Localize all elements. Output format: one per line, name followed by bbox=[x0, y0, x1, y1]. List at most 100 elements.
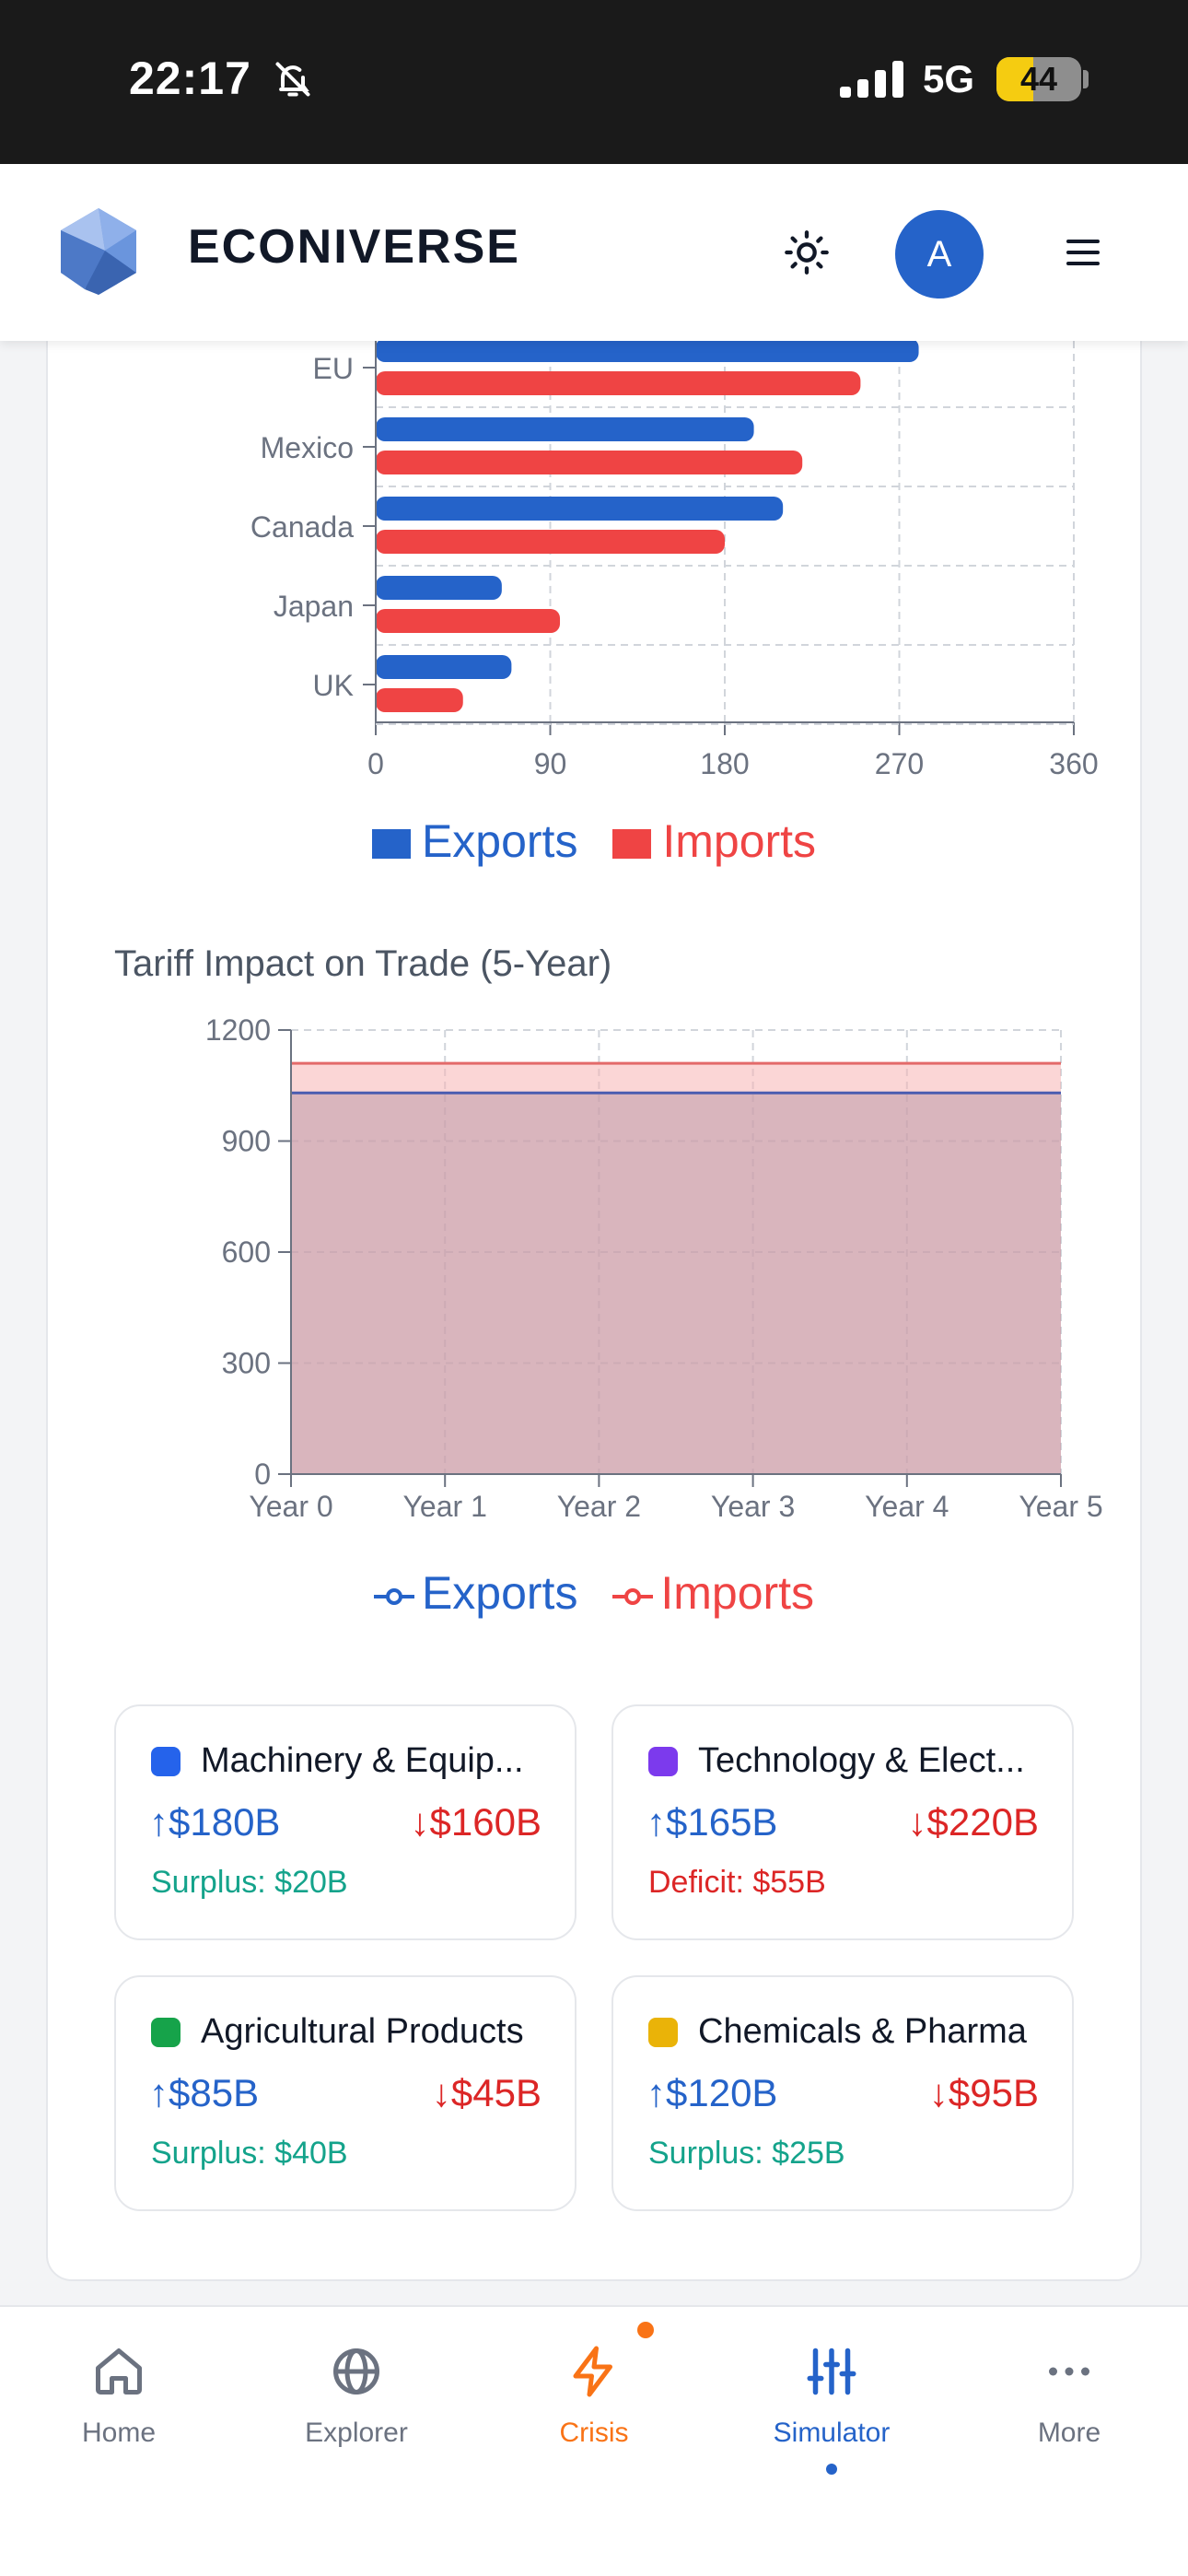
menu-icon[interactable] bbox=[1065, 236, 1101, 269]
bar-imports bbox=[376, 688, 463, 712]
sector-balance: Surplus: $40B bbox=[151, 2136, 348, 2171]
legend2-imports[interactable]: Imports bbox=[612, 1566, 814, 1620]
line-marker-exports-icon bbox=[373, 1587, 414, 1605]
y-tick-label: 1200 bbox=[205, 1013, 271, 1047]
trade-partners-legend: Exports Imports bbox=[0, 811, 1188, 868]
legend-imports-label: Imports bbox=[662, 814, 817, 867]
sector-imports: ↓$45B bbox=[431, 2071, 542, 2114]
sliders-icon bbox=[807, 2348, 856, 2395]
nav-home[interactable]: Home bbox=[0, 2344, 238, 2449]
x-tick-label: Year 2 bbox=[557, 1490, 641, 1523]
logo-icon[interactable] bbox=[57, 206, 140, 297]
battery-level: 44 bbox=[1019, 60, 1058, 98]
sector-exports: ↑$180B bbox=[149, 1800, 281, 1844]
nav-crisis-label: Crisis bbox=[559, 2418, 629, 2448]
tariff-legend: Exports Imports bbox=[0, 1563, 1188, 1620]
avatar[interactable]: A bbox=[895, 210, 984, 299]
nav-more-label: More bbox=[1037, 2418, 1101, 2448]
sector-name: Technology & Elect... bbox=[698, 1741, 1025, 1780]
nav-explorer-label: Explorer bbox=[305, 2418, 408, 2448]
y-tick-label: UK bbox=[313, 669, 354, 702]
more-icon bbox=[1049, 2367, 1089, 2376]
y-tick-label: Japan bbox=[274, 590, 354, 623]
sector-name: Machinery & Equip... bbox=[201, 1741, 524, 1780]
legend2-imports-label: Imports bbox=[660, 1566, 815, 1619]
sector-name: Chemicals & Pharma bbox=[698, 2012, 1027, 2051]
legend-imports[interactable]: Imports bbox=[612, 814, 816, 868]
sector-color-dot bbox=[151, 2018, 181, 2047]
status-time: 22:17 bbox=[129, 53, 251, 104]
sector-balance: Deficit: $55B bbox=[648, 1865, 826, 1900]
legend-exports-swatch bbox=[371, 828, 411, 859]
x-tick-label: Year 1 bbox=[403, 1490, 487, 1523]
brand-name: ECONIVERSE bbox=[188, 220, 520, 274]
globe-icon bbox=[333, 2348, 379, 2395]
x-tick-label: 360 bbox=[1049, 747, 1098, 780]
y-tick-label: EU bbox=[313, 352, 354, 385]
bar-exports bbox=[376, 576, 502, 600]
sector-card-machinery[interactable]: Machinery & Equip... ↑$180B ↓$160B Surpl… bbox=[114, 1704, 577, 1940]
sector-imports: ↓$160B bbox=[410, 1800, 542, 1844]
sector-imports: ↓$95B bbox=[928, 2071, 1039, 2114]
y-tick-label: 900 bbox=[222, 1125, 271, 1158]
bar-imports bbox=[376, 609, 561, 633]
bar-imports bbox=[376, 451, 803, 474]
legend2-exports[interactable]: Exports bbox=[373, 1566, 578, 1620]
network-type: 5G bbox=[923, 57, 975, 100]
signal-icon bbox=[840, 61, 903, 98]
battery-icon: 44 bbox=[996, 57, 1081, 101]
sector-card-agricultural[interactable]: Agricultural Products ↑$85B ↓$45B Surplu… bbox=[114, 1975, 577, 2211]
bar-imports bbox=[376, 530, 725, 554]
sun-icon[interactable] bbox=[783, 228, 831, 276]
bar-exports bbox=[376, 417, 754, 441]
legend-exports[interactable]: Exports bbox=[371, 814, 578, 868]
sector-color-dot bbox=[648, 2018, 678, 2047]
app-header: ECONIVERSE A bbox=[0, 164, 1188, 341]
x-tick-label: Year 4 bbox=[865, 1490, 949, 1523]
bar-exports bbox=[376, 341, 919, 362]
bar-imports bbox=[376, 371, 861, 395]
nav-simulator[interactable]: Simulator bbox=[713, 2344, 950, 2449]
nav-explorer[interactable]: Explorer bbox=[238, 2344, 475, 2449]
x-tick-label: Year 0 bbox=[249, 1490, 332, 1523]
nav-more[interactable]: More bbox=[950, 2344, 1188, 2449]
status-bar: 22:17 5G 44 bbox=[0, 0, 1188, 164]
bottom-nav: Home Explorer Crisis Simulator More bbox=[0, 2305, 1188, 2576]
y-tick-label: 600 bbox=[222, 1235, 271, 1269]
legend-exports-label: Exports bbox=[421, 814, 578, 867]
home-icon bbox=[96, 2348, 142, 2395]
x-tick-label: 90 bbox=[534, 747, 567, 780]
x-tick-label: 180 bbox=[700, 747, 749, 780]
lightning-icon bbox=[573, 2346, 612, 2397]
sector-balance: Surplus: $25B bbox=[648, 2136, 845, 2171]
sector-exports: ↑$165B bbox=[646, 1800, 778, 1844]
y-tick-label: Canada bbox=[250, 510, 354, 544]
y-tick-label: 0 bbox=[254, 1458, 271, 1491]
x-tick-label: Year 5 bbox=[1019, 1490, 1102, 1523]
sector-color-dot bbox=[648, 1747, 678, 1776]
line-marker-imports-icon bbox=[612, 1587, 654, 1605]
nav-crisis[interactable]: Crisis bbox=[475, 2344, 713, 2449]
sector-balance: Surplus: $20B bbox=[151, 1865, 348, 1900]
bar-exports bbox=[376, 655, 512, 679]
trade-partners-chart: 0 90 180 270 360 EU Mexico Canada Japan UK bbox=[250, 341, 1099, 780]
sector-imports: ↓$220B bbox=[907, 1800, 1039, 1844]
sector-card-technology[interactable]: Technology & Elect... ↑$165B ↓$220B Defi… bbox=[611, 1704, 1074, 1940]
tariff-impact-chart: 0 300 600 900 1200 Year 0 Year 1 Year 2 Year 3 Ye… bbox=[205, 1013, 1103, 1523]
sector-exports: ↑$120B bbox=[646, 2071, 778, 2114]
x-tick-label: 0 bbox=[367, 747, 384, 780]
bell-muted-icon bbox=[275, 62, 310, 97]
sector-name: Agricultural Products bbox=[201, 2012, 524, 2051]
area-exports bbox=[291, 1093, 1061, 1474]
area-imports bbox=[291, 1063, 1061, 1474]
legend-imports-swatch bbox=[612, 828, 652, 859]
nav-simulator-label: Simulator bbox=[773, 2418, 891, 2448]
tariff-chart-title: Tariff Impact on Trade (5-Year) bbox=[114, 943, 612, 984]
x-tick-label: 270 bbox=[875, 747, 924, 780]
active-tab-indicator bbox=[826, 2464, 837, 2475]
sector-color-dot bbox=[151, 1747, 181, 1776]
sector-card-chemicals[interactable]: Chemicals & Pharma ↑$120B ↓$95B Surplus:… bbox=[611, 1975, 1074, 2211]
legend2-exports-label: Exports bbox=[421, 1566, 578, 1619]
y-tick-label: Mexico bbox=[261, 431, 354, 464]
bar-exports bbox=[376, 497, 784, 521]
